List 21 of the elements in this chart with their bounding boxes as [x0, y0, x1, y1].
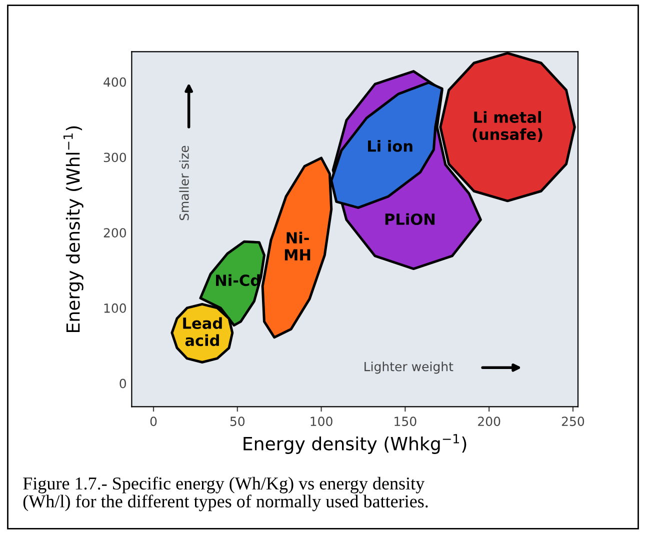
x-tick-label: 200: [478, 416, 500, 426]
y-tick-label: 0: [120, 378, 126, 388]
caption: Figure 1.7.- Specific energy (Wh/Kg) vs energy density (Wh/l) for the different types of normally used batteries.: [23, 476, 428, 512]
series-label: Li metal (unsafe): [472, 111, 542, 142]
y-axis-title: Energy density (Whl$^{−1}$): [63, 126, 84, 332]
x-axis-title: Energy density (Whkg$^{−1}$): [244, 434, 466, 454]
x-tick-label: 100: [310, 416, 332, 426]
y-tick-label: 400: [104, 77, 126, 87]
annotation: Smaller size: [179, 146, 189, 220]
y-tick-label: 200: [104, 228, 126, 238]
x-tick-label: 150: [394, 416, 416, 426]
series-label: Li ion: [368, 140, 412, 152]
series-label: Lead acid: [183, 317, 222, 346]
y-tick-label: 100: [104, 303, 126, 313]
series-label: Ni- MH: [284, 232, 310, 260]
y-tick-label: 300: [104, 152, 126, 162]
x-tick-label: 50: [230, 416, 245, 426]
x-tick-label: 250: [562, 416, 584, 426]
x-tick-label: 0: [150, 416, 157, 426]
annotation: Lighter weight: [364, 362, 454, 374]
series-label: PLiON: [385, 213, 435, 226]
